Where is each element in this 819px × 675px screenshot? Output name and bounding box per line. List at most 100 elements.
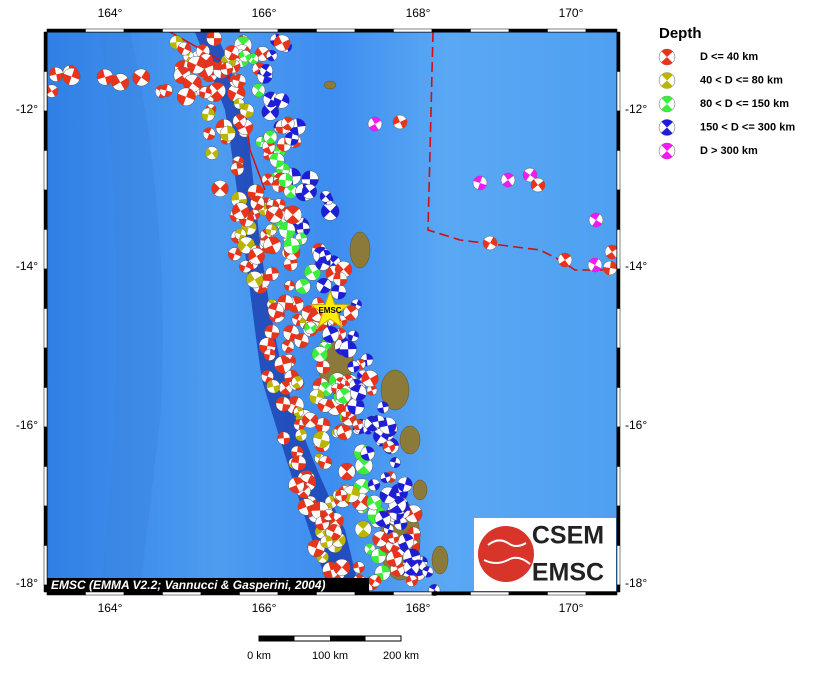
frame-segment bbox=[239, 591, 279, 596]
credit-bg bbox=[47, 578, 369, 594]
frame-segment bbox=[46, 28, 86, 33]
focal-quadrant bbox=[265, 224, 277, 236]
focal-quadrant bbox=[239, 50, 251, 62]
legend-label: D <= 40 km bbox=[700, 51, 758, 63]
scale-seg bbox=[259, 636, 295, 641]
focal-quadrant bbox=[559, 253, 571, 267]
lat-label: -12° bbox=[16, 102, 38, 116]
focal-quadrant bbox=[317, 278, 331, 294]
frame-segment bbox=[616, 268, 621, 309]
focal-quadrant bbox=[372, 532, 389, 546]
frame-segment bbox=[85, 28, 125, 33]
legend-label: D > 300 km bbox=[700, 145, 758, 157]
frame-segment bbox=[85, 591, 125, 596]
focal-quadrant bbox=[63, 68, 81, 85]
frame-segment bbox=[316, 591, 356, 596]
focal-quadrant bbox=[45, 85, 59, 97]
focal-quadrant bbox=[232, 74, 246, 88]
lon-label: 166° bbox=[252, 6, 277, 20]
focal-quadrant bbox=[220, 62, 233, 75]
focal-quadrant bbox=[296, 278, 310, 294]
focal-quadrant bbox=[360, 446, 375, 461]
lat-label: -18° bbox=[16, 576, 38, 590]
star-label: EMSC bbox=[318, 306, 341, 315]
focal-quadrant bbox=[266, 380, 281, 393]
frame-segment bbox=[239, 28, 279, 33]
focal-quadrant bbox=[382, 441, 395, 453]
focal-mechanisms bbox=[45, 30, 620, 596]
frame-segment bbox=[43, 584, 48, 593]
focal-quadrant bbox=[273, 35, 291, 51]
focal-quadrant bbox=[331, 284, 347, 300]
focal-quadrant bbox=[284, 280, 295, 291]
lat-label: -16° bbox=[625, 418, 647, 432]
frame-segment bbox=[46, 591, 86, 596]
focal-quadrant bbox=[255, 136, 267, 148]
focal-quadrant bbox=[288, 296, 304, 313]
focal-quadrant bbox=[352, 494, 370, 510]
focal-quadrant bbox=[293, 406, 304, 417]
frame-segment bbox=[43, 31, 48, 72]
frame-segment bbox=[616, 308, 621, 349]
focal-quadrant bbox=[251, 195, 264, 211]
focal-quadrant bbox=[239, 260, 252, 273]
focal-quadrant bbox=[211, 182, 229, 195]
focal-quadrant bbox=[227, 85, 246, 102]
focal-quadrant bbox=[368, 116, 382, 131]
focal-quadrant bbox=[379, 487, 397, 503]
frame-segment bbox=[547, 28, 587, 33]
focal-quadrant bbox=[283, 237, 300, 255]
frame-segment bbox=[354, 28, 394, 33]
focal-quadrant bbox=[196, 59, 213, 78]
legend-title: Depth bbox=[659, 25, 702, 42]
focal-quadrant bbox=[661, 119, 673, 136]
focal-quadrant bbox=[405, 559, 418, 576]
lon-label: 164° bbox=[98, 6, 123, 20]
focal-quadrant bbox=[368, 479, 380, 491]
legend-label: 80 < D <= 150 km bbox=[700, 98, 789, 110]
focal-quadrant bbox=[301, 170, 319, 188]
focal-quadrant bbox=[482, 236, 497, 250]
focal-quadrant bbox=[228, 247, 242, 261]
focal-quadrant bbox=[48, 67, 64, 82]
focal-quadrant bbox=[260, 64, 272, 77]
legend-label: 40 < D <= 80 km bbox=[700, 74, 783, 86]
focal-quadrant bbox=[232, 203, 250, 219]
frame-segment bbox=[616, 505, 621, 546]
focal-quadrant bbox=[253, 83, 264, 97]
focal-quadrant bbox=[266, 207, 283, 222]
lat-label: -14° bbox=[16, 259, 38, 273]
credit: EMSC (EMMA V2.2; Vannucci & Gasperini, 2… bbox=[51, 578, 326, 592]
focal-quadrant bbox=[336, 377, 345, 388]
focal-quadrant bbox=[264, 324, 280, 340]
focal-quadrant bbox=[320, 535, 333, 549]
focal-quadrant bbox=[312, 347, 328, 361]
focal-quadrant bbox=[277, 431, 291, 445]
focal-quadrant bbox=[309, 389, 325, 405]
focal-quadrant bbox=[661, 72, 673, 89]
focal-quadrant bbox=[289, 118, 306, 136]
lat-label: -14° bbox=[625, 259, 647, 273]
focal-quadrant bbox=[290, 446, 304, 459]
focal-quadrant bbox=[322, 510, 335, 520]
focal-quadrant bbox=[357, 456, 371, 475]
focal-quadrant bbox=[239, 212, 255, 227]
focal-quadrant bbox=[386, 550, 402, 567]
logo-top: CSEM bbox=[532, 522, 604, 550]
focal-quadrant bbox=[240, 103, 254, 118]
focal-quadrant bbox=[352, 419, 363, 430]
focal-quadrant bbox=[398, 533, 414, 550]
focal-quadrant bbox=[397, 477, 413, 492]
focal-quadrant bbox=[353, 561, 365, 573]
focal-quadrant bbox=[323, 326, 339, 343]
focal-quadrant bbox=[275, 396, 291, 412]
frame-segment bbox=[43, 229, 48, 270]
frame-segment bbox=[43, 387, 48, 428]
focal-quadrant bbox=[268, 302, 284, 319]
scale-label: 200 km bbox=[383, 650, 419, 662]
focal-quadrant bbox=[350, 384, 367, 401]
focal-quadrant bbox=[318, 456, 332, 469]
focal-quadrant bbox=[331, 383, 343, 394]
focal-quadrant bbox=[473, 176, 487, 190]
epicenter-star bbox=[309, 289, 351, 329]
